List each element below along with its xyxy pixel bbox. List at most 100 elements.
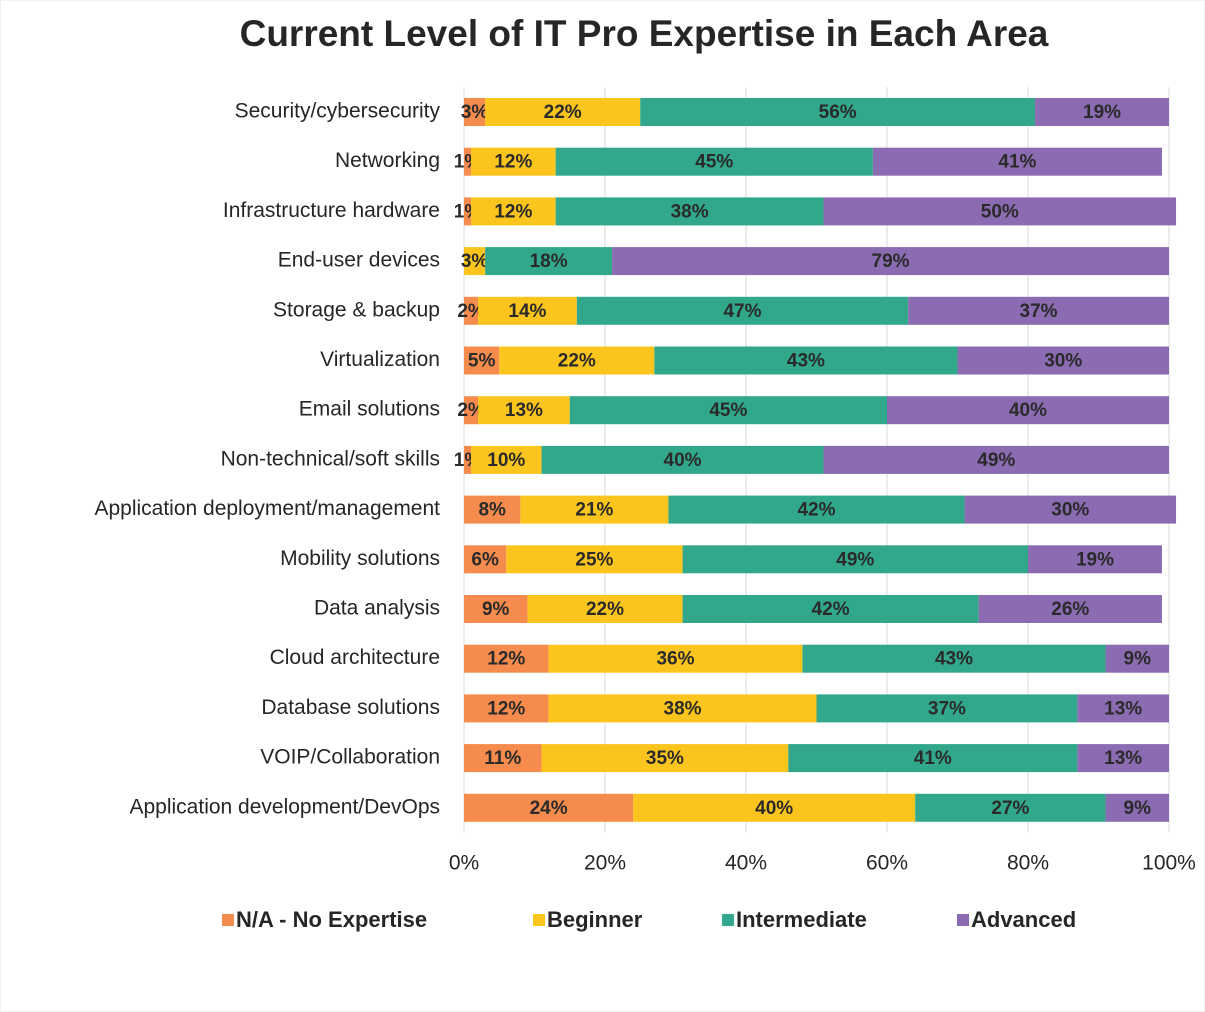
data-label: 19% [1083, 102, 1121, 123]
bar-segment [788, 744, 1078, 773]
bar-segment [957, 346, 1169, 375]
x-tick-label: 20% [584, 852, 626, 875]
y-tick-label: End-user devices [278, 249, 440, 272]
y-tick-label: Cloud architecture [270, 646, 440, 669]
bar-segment [1077, 694, 1169, 723]
bar-segment [887, 396, 1169, 425]
data-label: 49% [977, 450, 1015, 471]
bar-segment [464, 396, 479, 425]
y-tick-label: Application deployment/management [94, 497, 440, 520]
bar-segment [555, 147, 873, 176]
legend-label: Beginner [547, 907, 643, 932]
data-label: 13% [505, 400, 543, 421]
data-label: 38% [671, 201, 709, 222]
bar-segment [872, 147, 1162, 176]
bar-segment [471, 147, 556, 176]
bar-segment [464, 595, 528, 623]
bar-segment [464, 296, 479, 325]
data-label: 26% [1051, 599, 1089, 620]
bar-segment [548, 644, 803, 673]
bar-segment [978, 595, 1162, 623]
legend-label: Advanced [971, 907, 1076, 932]
data-label: 50% [981, 201, 1019, 222]
y-tick-label: Email solutions [299, 398, 440, 421]
bar-segment [506, 545, 683, 574]
data-label: 37% [928, 698, 966, 719]
bar-segment [823, 197, 1177, 226]
data-label: 19% [1076, 549, 1114, 570]
data-label: 12% [494, 152, 532, 173]
data-label: 30% [1044, 351, 1082, 372]
bar-segment [464, 247, 486, 276]
bar-segment [464, 445, 472, 474]
bar-segment [816, 694, 1078, 723]
x-tick-label: 40% [725, 852, 767, 875]
data-label: 12% [487, 649, 525, 670]
bar-segment [464, 694, 549, 723]
data-label: 24% [530, 798, 568, 819]
data-label: 47% [723, 301, 761, 322]
bar-segment [464, 98, 486, 126]
bar-segment [464, 545, 507, 574]
bar-segment [464, 346, 500, 375]
x-tick-label: 0% [449, 852, 479, 875]
legend-swatch [222, 914, 234, 926]
bar-segment [576, 296, 909, 325]
data-label: 8% [478, 500, 506, 521]
bar-segment [823, 445, 1169, 474]
data-label: 9% [1124, 649, 1152, 670]
data-label: 79% [872, 251, 910, 272]
data-label: 22% [586, 599, 624, 620]
legend-label: N/A - No Expertise [236, 907, 427, 932]
bar-segment [654, 346, 958, 375]
x-tick-label: 80% [1007, 852, 1049, 875]
data-label: 35% [646, 748, 684, 769]
bar-segment [478, 396, 570, 425]
bar-segment [1035, 98, 1169, 126]
data-label: 9% [1124, 798, 1152, 819]
y-tick-label: Networking [335, 149, 440, 172]
data-label: 42% [812, 599, 850, 620]
bar-segment [541, 445, 824, 474]
y-tick-label: Mobility solutions [280, 547, 440, 570]
bar-segment [682, 545, 1028, 574]
data-label: 3% [461, 102, 489, 123]
y-tick-label: Virtualization [320, 348, 440, 371]
legend-swatch [957, 914, 969, 926]
bar-segment [633, 793, 916, 822]
data-label: 21% [575, 500, 613, 521]
data-label: 43% [935, 649, 973, 670]
data-label: 38% [664, 698, 702, 719]
y-tick-label: Database solutions [261, 696, 440, 719]
y-tick-label: Storage & backup [273, 298, 440, 321]
data-label: 14% [508, 301, 546, 322]
y-tick-label: Security/cybersecurity [235, 100, 441, 123]
bar-segment [682, 595, 979, 623]
x-tick-label: 60% [866, 852, 908, 875]
bar-segment [1105, 793, 1169, 822]
bar-segment [527, 595, 683, 623]
chart-title: Current Level of IT Pro Expertise in Eac… [240, 13, 1049, 54]
data-label: 2% [457, 400, 485, 421]
data-label: 9% [482, 599, 510, 620]
bar-segment [464, 197, 472, 226]
bar-segment [471, 197, 556, 226]
y-tick-label: Infrastructure hardware [223, 199, 440, 222]
data-label: 5% [468, 351, 496, 372]
bar-segment [485, 247, 613, 276]
data-label: 41% [914, 748, 952, 769]
bar-segment [471, 445, 542, 474]
data-label: 40% [1009, 400, 1047, 421]
data-label: 25% [575, 549, 613, 570]
data-label: 40% [664, 450, 702, 471]
bar-segment [499, 346, 655, 375]
legend-label: Intermediate [736, 907, 867, 932]
data-label: 37% [1020, 301, 1058, 322]
y-tick-label: Non-technical/soft skills [221, 447, 440, 470]
data-label: 11% [484, 748, 521, 769]
data-label: 43% [787, 351, 825, 372]
data-label: 40% [755, 798, 793, 819]
bar-segment [964, 495, 1177, 524]
data-label: 13% [1104, 698, 1142, 719]
legend-swatch [722, 914, 734, 926]
